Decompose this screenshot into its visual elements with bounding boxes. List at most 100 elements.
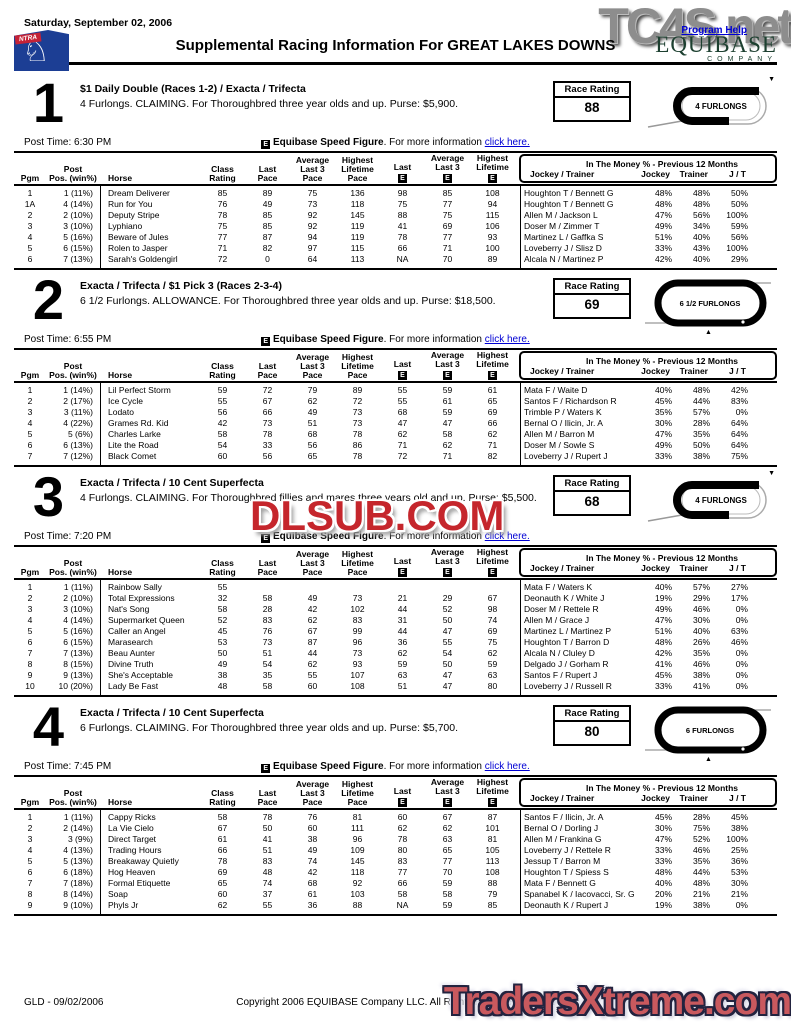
cell-pgm: 4 bbox=[27, 615, 33, 625]
table-row: 2 2 (17%) Ice Cycle 55 67 62 72 55 61 65… bbox=[14, 396, 777, 407]
cell-highest-lifetime-e: 69 bbox=[487, 626, 498, 636]
equibase-e-icon: E bbox=[398, 371, 407, 380]
cell-last-pace: 66 bbox=[262, 407, 273, 417]
cell-jockey-pct: 42% bbox=[654, 648, 672, 658]
cell-trainer-pct: 52% bbox=[692, 834, 710, 844]
cell-trainer-pct: 56% bbox=[692, 210, 710, 220]
cell-jockey-pct: 35% bbox=[654, 407, 672, 417]
cell-last-pace: 78 bbox=[262, 812, 273, 822]
cell-avg-last3-e: 69 bbox=[442, 221, 453, 231]
race-subheader: Post Time: 6:30 PM E Equibase Speed Figu… bbox=[14, 135, 777, 151]
cell-jt-pct: 42% bbox=[730, 385, 748, 395]
click-here-link[interactable]: click here. bbox=[484, 137, 530, 148]
cell-last-pace: 76 bbox=[262, 626, 273, 636]
cell-class-rating: 71 bbox=[217, 243, 228, 253]
cell-horse: Dream Deliverer bbox=[108, 188, 170, 198]
cell-last-e: 41 bbox=[397, 221, 408, 231]
cell-last-pace: 73 bbox=[262, 418, 273, 428]
table-row: 7 7 (13%) Beau Aunter 50 51 44 73 62 54 … bbox=[14, 648, 777, 659]
cell-highest-lifetime-e: 85 bbox=[487, 900, 498, 910]
cell-avg-last3-pace: 94 bbox=[307, 232, 318, 242]
cell-avg-last3-e: 52 bbox=[442, 604, 453, 614]
race-rating-box: Race Rating 88 bbox=[553, 81, 631, 122]
cell-last-e: 36 bbox=[397, 637, 408, 647]
cell-avg-last3-e: 70 bbox=[442, 254, 453, 264]
cell-horse: Rainbow Sally bbox=[108, 582, 162, 592]
cell-highest-lifetime-e bbox=[470, 582, 515, 593]
in-the-money-box: In The Money % - Previous 12 Months Jock… bbox=[519, 351, 777, 380]
cell-highest-lifetime-pace: 136 bbox=[350, 188, 365, 198]
cell-avg-last3-pace: 87 bbox=[307, 637, 318, 647]
cell-avg-last3-pace: 56 bbox=[307, 440, 318, 450]
cell-jt-pct: 36% bbox=[730, 856, 748, 866]
cell-pgm: 7 bbox=[27, 648, 33, 658]
cell-jockey-pct: 49% bbox=[654, 440, 672, 450]
col-last-pace: Last Pace bbox=[257, 164, 278, 183]
race-description: $1 Daily Double (Races 1-2) / Exacta / T… bbox=[80, 78, 553, 135]
col-trainer-pct: Trainer bbox=[679, 793, 708, 803]
cell-class-rating: 55 bbox=[217, 582, 228, 592]
cell-highest-lifetime-pace: 102 bbox=[350, 604, 365, 614]
equibase-e-icon: E bbox=[488, 798, 497, 807]
table-row: 3 3 (10%) Nat's Song 58 28 42 102 44 52 … bbox=[14, 604, 777, 615]
cell-jt-pct: 83% bbox=[730, 396, 748, 406]
cell-highest-lifetime-e: 74 bbox=[487, 615, 498, 625]
cell-last-e: NA bbox=[396, 254, 409, 264]
cell-jt-pct: 0% bbox=[735, 604, 748, 614]
cell-highest-lifetime-pace: 73 bbox=[352, 593, 363, 603]
race-conditions: 4 Furlongs. CLAIMING. For Thoroughbred f… bbox=[80, 492, 537, 504]
cell-trainer-pct: 48% bbox=[692, 385, 710, 395]
cell-last-e: 31 bbox=[397, 615, 408, 625]
cell-jt-pct: 46% bbox=[730, 637, 748, 647]
cell-avg-last3-e: 77 bbox=[442, 199, 453, 209]
click-here-link[interactable]: click here. bbox=[484, 334, 530, 345]
col-highest-lifetime-e: Highest Lifetime E bbox=[476, 547, 509, 577]
col-trainer-pct: Trainer bbox=[679, 169, 708, 179]
table-row: 6 6 (18%) Hog Heaven 69 48 42 118 77 70 … bbox=[14, 867, 777, 878]
cell-horse: Beau Aunter bbox=[108, 648, 155, 658]
cell-last-e: 47 bbox=[397, 418, 408, 428]
cell-last-e: 63 bbox=[397, 670, 408, 680]
cell-last-e: 71 bbox=[397, 440, 408, 450]
track-oval-icon: 6 FURLONGS bbox=[645, 706, 771, 754]
cell-highest-lifetime-e: 93 bbox=[487, 232, 498, 242]
cell-avg-last3-pace: 38 bbox=[307, 834, 318, 844]
race-section: 4 Exacta / Trifecta / 10 Cent Superfecta… bbox=[14, 699, 777, 916]
speed-figure-note: E Equibase Speed Figure. For more inform… bbox=[14, 761, 777, 773]
cell-class-rating: 58 bbox=[217, 812, 228, 822]
race-header: 4 Exacta / Trifecta / 10 Cent Superfecta… bbox=[14, 699, 777, 763]
col-avg-last3-pace: Average Last 3 Pace bbox=[295, 549, 330, 577]
cell-trainer-pct: 35% bbox=[692, 648, 710, 658]
race-description: Exacta / Trifecta / 10 Cent Superfecta 6… bbox=[80, 702, 553, 759]
cell-jt-pct: 0% bbox=[735, 648, 748, 658]
program-help-link[interactable]: Program Help bbox=[681, 25, 747, 36]
cell-jockey-trainer: Houghton T / Bennett G bbox=[524, 199, 614, 209]
cell-horse: Black Comet bbox=[108, 451, 157, 461]
table-row: 1 1 (11%) Dream Deliverer 85 89 75 136 9… bbox=[14, 188, 777, 199]
speed-figure-note-bold: Equibase Speed Figure bbox=[273, 137, 384, 148]
col-pgm: Pgm bbox=[20, 567, 40, 577]
click-here-link[interactable]: click here. bbox=[484, 531, 530, 542]
cell-horse: La Vie Cielo bbox=[108, 823, 154, 833]
cell-class-rating: 32 bbox=[217, 593, 228, 603]
cell-pgm: 6 bbox=[27, 254, 33, 264]
cell-horse: Formal Etiquette bbox=[108, 878, 171, 888]
cell-jockey-trainer: Houghton T / Barron D bbox=[524, 637, 610, 647]
speed-figure-note-text: . For more information bbox=[383, 137, 485, 148]
cell-avg-last3-pace: 60 bbox=[307, 823, 318, 833]
post-time: Post Time: 6:30 PM bbox=[24, 137, 112, 148]
cell-trainer-pct: 26% bbox=[692, 637, 710, 647]
cell-avg-last3-e: 59 bbox=[442, 385, 453, 395]
equibase-e-icon: E bbox=[398, 174, 407, 183]
col-highest-lifetime-pace: Highest Lifetime Pace bbox=[341, 779, 374, 807]
race-conditions: 6 1/2 Furlongs. ALLOWANCE. For Thoroughb… bbox=[80, 295, 496, 307]
speed-figure-note-bold: Equibase Speed Figure bbox=[273, 761, 384, 772]
cell-pgm: 2 bbox=[27, 593, 33, 603]
click-here-link[interactable]: click here. bbox=[484, 761, 530, 772]
cell-avg-last3-e: 55 bbox=[442, 637, 453, 647]
cell-pgm: 6 bbox=[27, 637, 33, 647]
cell-trainer-pct: 48% bbox=[692, 188, 710, 198]
cell-post-win: 3 (10%) bbox=[63, 604, 93, 614]
cell-last-pace: 51 bbox=[262, 845, 273, 855]
cell-class-rating: 38 bbox=[217, 670, 228, 680]
